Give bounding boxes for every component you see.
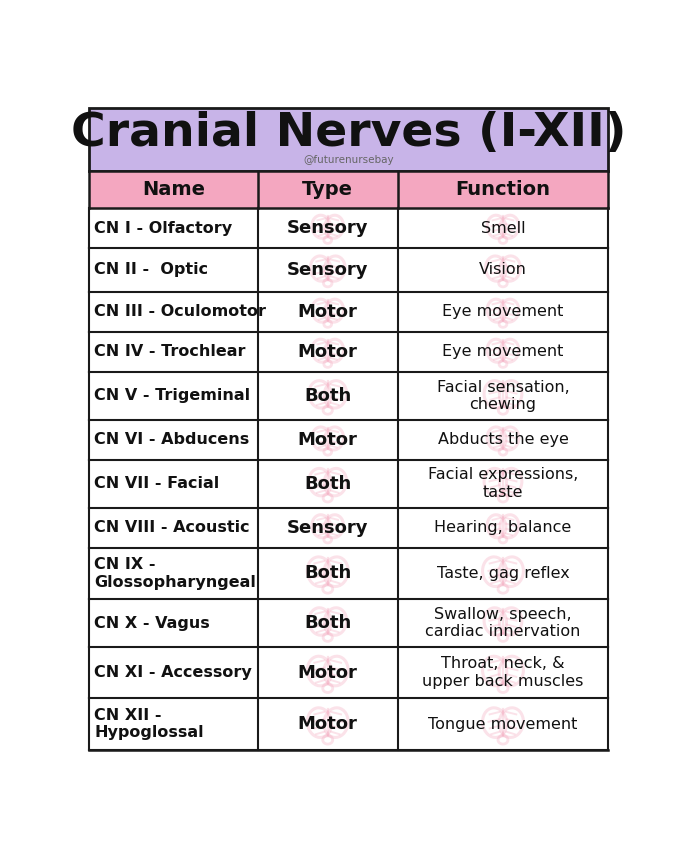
Text: Hearing, balance: Hearing, balance: [435, 520, 572, 535]
Bar: [89, 171, 608, 208]
Text: Sensory: Sensory: [287, 261, 369, 279]
Bar: [89, 208, 608, 248]
Text: Both: Both: [304, 614, 352, 632]
Text: Sensory: Sensory: [287, 518, 369, 537]
Text: Facial sensation,
chewing: Facial sensation, chewing: [437, 380, 569, 412]
Text: Motor: Motor: [298, 663, 358, 681]
Text: CN XI - Accessory: CN XI - Accessory: [95, 665, 252, 681]
Text: Cranial Nerves (I-XII): Cranial Nerves (I-XII): [71, 111, 626, 156]
Text: CN VI - Abducens: CN VI - Abducens: [95, 433, 250, 447]
Text: Smell: Smell: [481, 220, 525, 236]
Text: CN II -  Optic: CN II - Optic: [95, 263, 209, 277]
Text: Motor: Motor: [298, 431, 358, 449]
Text: Throat, neck, &
upper back muscles: Throat, neck, & upper back muscles: [422, 656, 583, 689]
Bar: [89, 292, 608, 332]
Bar: [89, 108, 608, 171]
Text: Facial expressions,
taste: Facial expressions, taste: [428, 467, 578, 500]
Bar: [89, 420, 608, 460]
Bar: [89, 599, 608, 647]
Bar: [89, 548, 608, 599]
Text: Both: Both: [304, 474, 352, 492]
Bar: [89, 460, 608, 507]
Text: Name: Name: [141, 180, 205, 199]
Bar: [89, 507, 608, 548]
Text: Eye movement: Eye movement: [442, 304, 564, 319]
Text: Function: Function: [456, 180, 551, 199]
Text: Vision: Vision: [479, 263, 527, 277]
Text: CN I - Olfactory: CN I - Olfactory: [95, 220, 233, 236]
Text: CN VIII - Acoustic: CN VIII - Acoustic: [95, 520, 250, 535]
Text: Both: Both: [304, 387, 352, 405]
Text: Motor: Motor: [298, 715, 358, 733]
Bar: [89, 332, 608, 372]
Text: Both: Both: [304, 564, 352, 583]
Text: Motor: Motor: [298, 303, 358, 321]
Bar: [89, 372, 608, 420]
Text: Taste, gag reflex: Taste, gag reflex: [437, 566, 569, 581]
Text: CN XII -
Hypoglossal: CN XII - Hypoglossal: [95, 708, 204, 740]
Text: CN V - Trigeminal: CN V - Trigeminal: [95, 388, 250, 403]
Bar: [89, 647, 608, 699]
Text: @futurenursebay: @futurenursebay: [303, 155, 394, 166]
Text: Swallow, speech,
cardiac innervation: Swallow, speech, cardiac innervation: [425, 607, 581, 639]
Text: CN III - Oculomotor: CN III - Oculomotor: [95, 304, 267, 319]
Bar: [89, 699, 608, 750]
Text: Type: Type: [302, 180, 353, 199]
Text: CN IX -
Glossopharyngeal: CN IX - Glossopharyngeal: [95, 557, 256, 590]
Text: Abducts the eye: Abducts the eye: [437, 433, 568, 447]
Text: Tongue movement: Tongue movement: [428, 717, 578, 732]
Text: Eye movement: Eye movement: [442, 344, 564, 360]
Bar: [89, 248, 608, 292]
Text: Sensory: Sensory: [287, 219, 369, 237]
Text: CN VII - Facial: CN VII - Facial: [95, 476, 220, 491]
Text: CN IV - Trochlear: CN IV - Trochlear: [95, 344, 245, 360]
Text: Motor: Motor: [298, 343, 358, 361]
Text: CN X - Vagus: CN X - Vagus: [95, 616, 210, 630]
